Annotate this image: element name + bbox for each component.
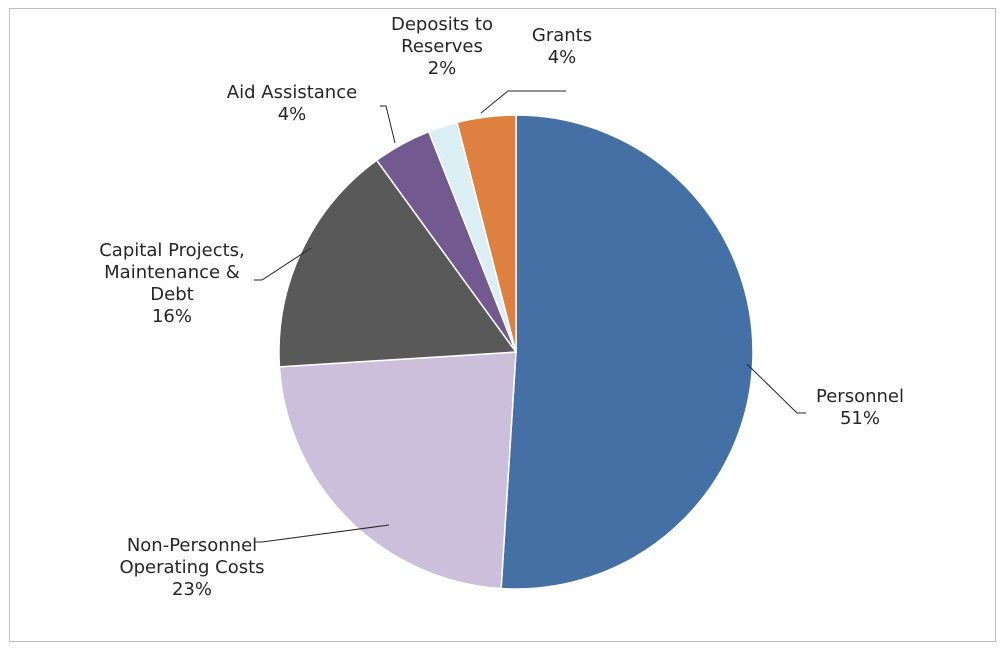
slice-percent: 4% xyxy=(548,47,577,68)
slice-name: Debt xyxy=(150,284,193,305)
slice-name: Grants xyxy=(532,25,592,46)
slice-label-1: Personnel 51% xyxy=(816,386,904,429)
slice-percent: 23% xyxy=(172,579,212,600)
slice-name: Capital Projects, xyxy=(99,240,245,261)
slice-percent: 2% xyxy=(428,58,457,79)
slice-label-4: Aid Assistance 4% xyxy=(227,82,357,125)
slice-percent: 16% xyxy=(152,306,192,327)
leader-lines xyxy=(254,90,806,543)
leader-line-3 xyxy=(254,247,312,281)
slice-name: Personnel xyxy=(816,386,904,407)
slice-name: Deposits to xyxy=(391,14,493,35)
pie-slice-1 xyxy=(500,114,754,590)
pie-chart: Personnel 51% Non-Personnel Operating Costs… xyxy=(99,14,904,600)
leader-line-2 xyxy=(254,524,390,543)
slice-name: Reserves xyxy=(401,36,483,57)
pie-slice-2 xyxy=(278,351,517,590)
slice-label-5: Deposits to Reserves 2% xyxy=(391,14,493,79)
slice-label-2: Non-Personnel Operating Costs 23% xyxy=(119,535,264,600)
slice-percent: 4% xyxy=(278,104,307,125)
pie-slice-3 xyxy=(278,159,518,368)
slice-name: Operating Costs xyxy=(119,557,264,578)
slice-label-6: Grants 4% xyxy=(532,25,592,68)
slice-labels: Personnel 51% Non-Personnel Operating Costs… xyxy=(99,14,904,600)
slice-name: Maintenance & xyxy=(104,262,240,283)
leader-line-4 xyxy=(380,105,396,144)
slice-label-3: Capital Projects, Maintenance & Debt 16% xyxy=(99,240,245,327)
pie-slices xyxy=(278,114,754,590)
pie-slice-6 xyxy=(456,114,517,353)
leader-line-6 xyxy=(480,90,566,114)
slice-percent: 51% xyxy=(840,408,880,429)
slice-name: Non-Personnel xyxy=(127,535,257,556)
chart-area: Personnel 51% Non-Personnel Operating Costs… xyxy=(9,8,996,642)
slice-name: Aid Assistance xyxy=(227,82,357,103)
leader-line-1 xyxy=(746,363,806,414)
